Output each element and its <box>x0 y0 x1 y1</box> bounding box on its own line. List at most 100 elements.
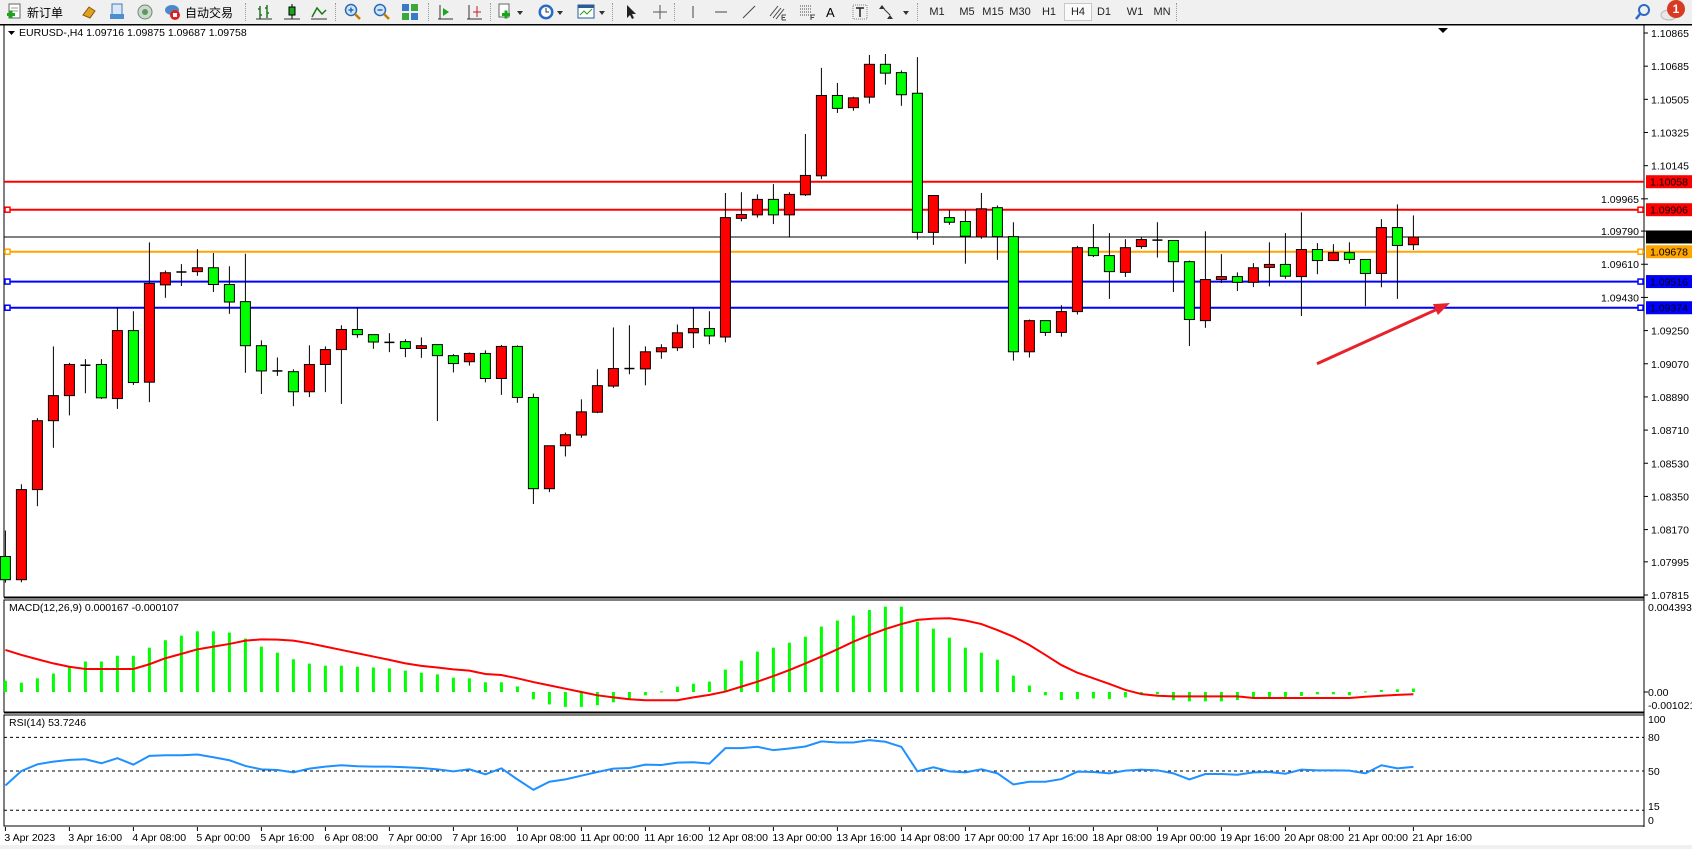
macd-histogram-bar <box>851 615 855 692</box>
macd-histogram-bar <box>67 666 71 692</box>
arrow-annotation[interactable] <box>1316 306 1441 366</box>
candle <box>703 311 715 345</box>
macd-axis-label: 0.004393 <box>1648 602 1692 614</box>
line-anchor-handle[interactable] <box>4 278 11 285</box>
candle-body-up <box>927 195 939 233</box>
cursor-button[interactable] <box>622 3 640 21</box>
macd-histogram-bar <box>1251 692 1255 699</box>
macd-histogram-bar <box>1347 692 1351 696</box>
timeframe-h4[interactable]: H4 <box>1064 3 1092 21</box>
candle-body-up <box>1247 267 1259 283</box>
line-anchor-handle[interactable] <box>1637 278 1644 285</box>
collapse-triangle-icon[interactable] <box>8 31 15 35</box>
macd-histogram-bar <box>1075 692 1079 700</box>
market-watch-button[interactable] <box>80 3 98 21</box>
line-anchor-handle[interactable] <box>4 304 11 311</box>
signals-button[interactable] <box>136 3 154 21</box>
timeframe-m30[interactable]: M30 <box>1009 6 1031 18</box>
search-button[interactable] <box>1634 3 1652 21</box>
line-anchor-handle[interactable] <box>1637 206 1644 213</box>
chart-shift-button[interactable] <box>436 3 454 21</box>
line-anchor-handle[interactable] <box>1637 248 1644 255</box>
price-axis-label: 1.09070 <box>1651 359 1689 371</box>
text-label-button[interactable] <box>851 3 869 21</box>
macd-histogram-bar <box>547 692 551 705</box>
fibo-channel-button[interactable] <box>768 3 788 21</box>
macd-histogram-bar <box>1411 688 1415 692</box>
indicators-button[interactable] <box>497 3 525 21</box>
timeframe-mn[interactable]: MN <box>1153 6 1171 18</box>
auto-trading-label: 自动交易 <box>185 5 234 20</box>
candle-body-up <box>1023 320 1035 353</box>
auto-scroll-button[interactable] <box>465 3 483 21</box>
candle <box>431 344 443 422</box>
candle <box>111 307 123 409</box>
candle <box>1135 236 1147 249</box>
toolbar-separator <box>490 3 492 21</box>
macd-histogram-bar <box>515 686 519 692</box>
notification-badge: 1 <box>1667 0 1685 18</box>
time-axis-label: 4 Apr 08:00 <box>132 832 186 844</box>
macd-histogram-bar <box>243 638 247 692</box>
arrows-button[interactable] <box>878 3 912 21</box>
rsi-line <box>4 739 1414 791</box>
line-anchor-handle[interactable] <box>1637 304 1644 311</box>
macd-histogram-bar <box>131 655 135 692</box>
timeframe-m1[interactable]: M1 <box>929 6 945 18</box>
candle-body-down <box>1087 247 1099 257</box>
timeframe-m5[interactable]: M5 <box>959 6 975 18</box>
candle-body-down <box>1103 255 1115 273</box>
line-anchor-handle[interactable] <box>4 206 11 213</box>
candle-body-up <box>191 267 203 273</box>
candlestick-button[interactable] <box>283 3 301 21</box>
time-axis-label: 21 Apr 16:00 <box>1412 832 1472 844</box>
macd-histogram-bar <box>947 637 951 692</box>
chart-window[interactable]: 1.10865 1.10685 1.10505 1.10325 1.10145 1.099… <box>0 24 1692 849</box>
periods-button[interactable] <box>537 3 565 21</box>
tile-windows-button[interactable] <box>401 3 419 21</box>
navigator-button[interactable] <box>108 3 126 21</box>
candle-body-down <box>447 355 459 365</box>
crosshair-button[interactable] <box>651 3 669 21</box>
macd-histogram-bar <box>275 652 279 692</box>
candle-body-up <box>1071 247 1083 313</box>
zoom-in-button[interactable] <box>344 3 362 21</box>
bar-chart-button[interactable] <box>255 3 273 21</box>
fibo-fan-button[interactable] <box>798 3 818 21</box>
candle <box>1279 233 1291 279</box>
timeframe-m15[interactable]: M15 <box>982 6 1004 18</box>
candle <box>15 484 27 583</box>
new-order-button[interactable]: 新订单 <box>6 3 63 21</box>
templates-button[interactable] <box>577 3 607 21</box>
macd-histogram-bar <box>371 667 375 692</box>
candle-body-up <box>1407 236 1419 246</box>
line-chart-button[interactable] <box>310 3 328 21</box>
line-anchor-handle[interactable] <box>4 248 11 255</box>
macd-histogram-bar <box>867 609 871 692</box>
text-button[interactable]: A <box>826 3 835 21</box>
candle <box>159 270 171 298</box>
candle <box>127 311 139 385</box>
candle-body-down <box>207 267 219 286</box>
tile-windows-icon <box>401 3 419 21</box>
candle-body-up <box>575 411 587 436</box>
auto-trading-button[interactable]: 自动交易 <box>163 3 233 21</box>
candle <box>911 57 923 240</box>
time-axis-label: 7 Apr 16:00 <box>452 832 506 844</box>
vertical-line-button[interactable] <box>684 3 702 21</box>
trendline-button[interactable] <box>740 3 758 21</box>
timeframe-w1[interactable]: W1 <box>1126 6 1144 18</box>
timeframe-h1[interactable]: H1 <box>1041 6 1057 18</box>
timeframe-d1[interactable]: D1 <box>1096 6 1112 18</box>
candle-body-up <box>415 345 427 349</box>
zoom-out-button[interactable] <box>373 3 391 21</box>
candle-body-up <box>1327 252 1339 262</box>
bar-chart-icon <box>255 3 273 21</box>
macd-histogram-bar <box>627 692 631 700</box>
candle <box>351 307 363 338</box>
candle-body-up <box>591 385 603 413</box>
macd-histogram-bar <box>819 626 823 692</box>
candle-body-down <box>1167 239 1179 263</box>
periods-icon <box>537 3 565 21</box>
horizontal-line-button[interactable] <box>712 3 730 21</box>
